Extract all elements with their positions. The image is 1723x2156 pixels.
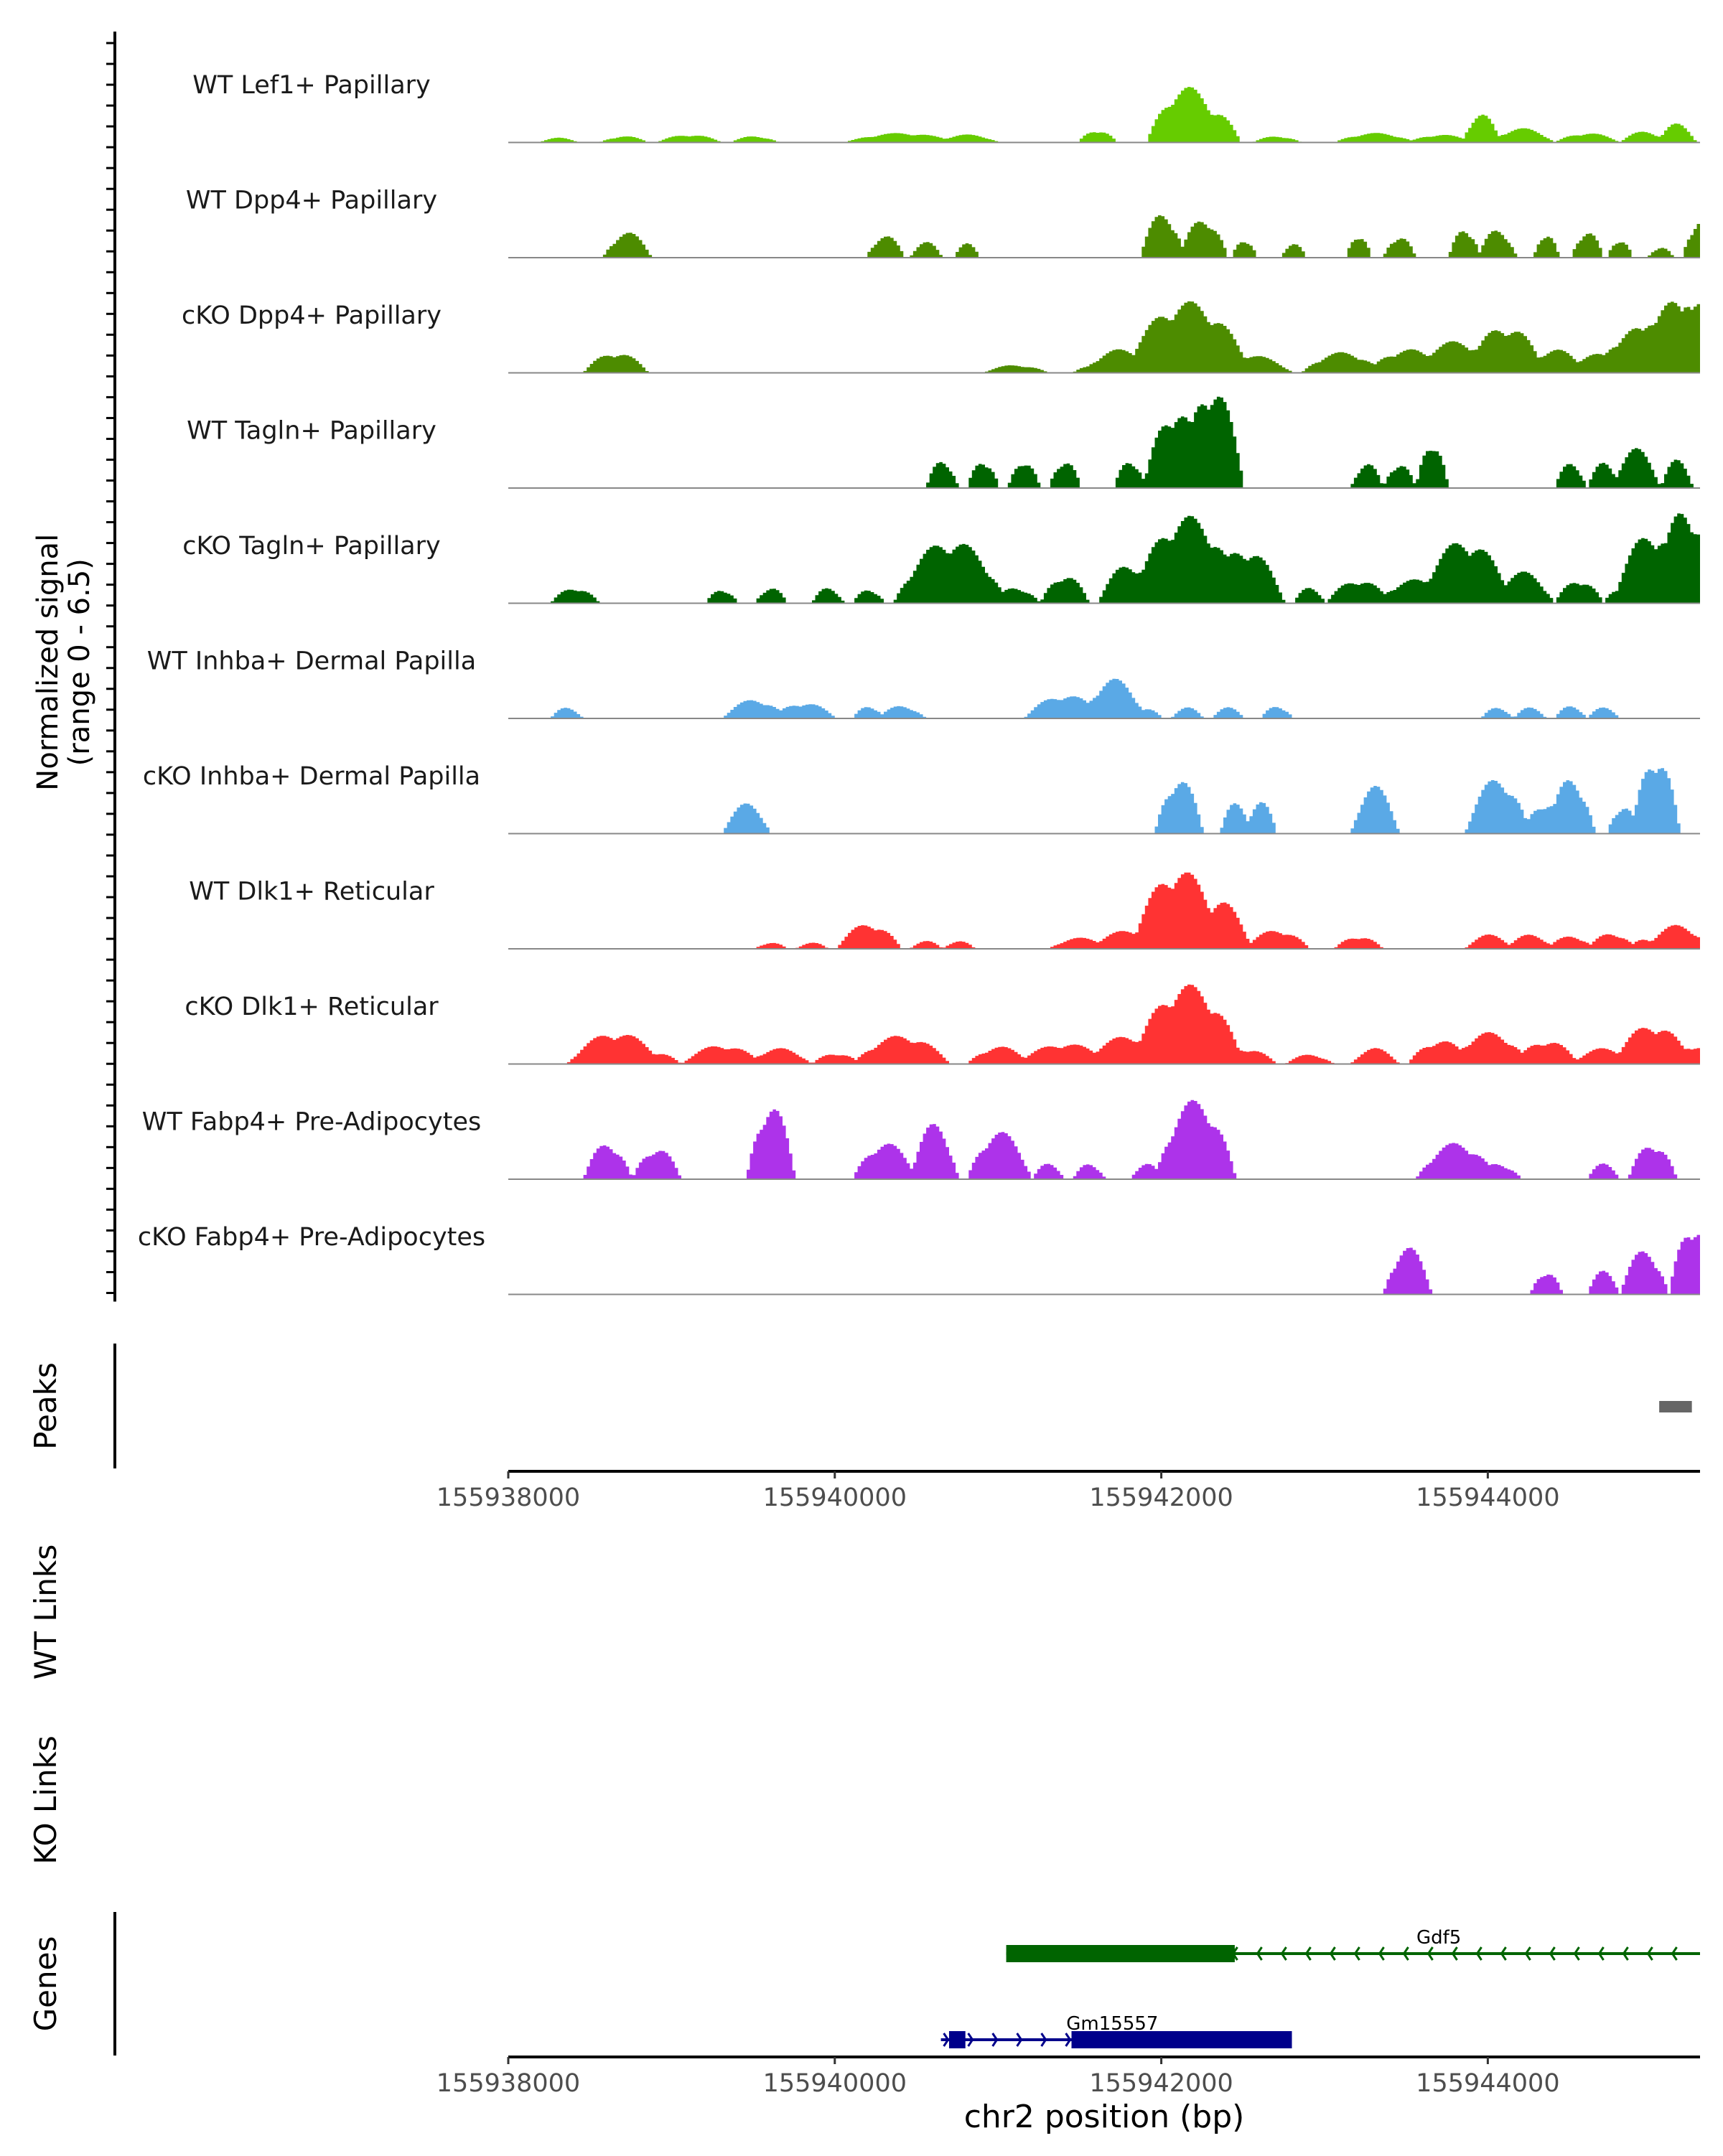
coverage-track: WT Inhba+ Dermal Papilla bbox=[147, 647, 1700, 719]
strand-arrow bbox=[1573, 1946, 1580, 1961]
gene: Gm15557 bbox=[940, 2013, 1292, 2048]
coverage-track: cKO Fabp4+ Pre-Adipocytes bbox=[138, 1223, 1700, 1295]
gene-name-label: Gm15557 bbox=[1066, 2013, 1158, 2035]
coverage-track: WT Fabp4+ Pre-Adipocytes bbox=[142, 1100, 1700, 1180]
coverage-track: cKO Inhba+ Dermal Papilla bbox=[143, 762, 1700, 835]
track-label: cKO Fabp4+ Pre-Adipocytes bbox=[138, 1223, 485, 1252]
strand-arrow bbox=[991, 2033, 999, 2047]
track-label: cKO Tagln+ Papillary bbox=[182, 532, 441, 561]
strand-arrow bbox=[1451, 1946, 1458, 1961]
peaks-x-axis-tick-label: 155944000 bbox=[1416, 1484, 1559, 1512]
wt-links-label: WT Links bbox=[28, 1545, 63, 1679]
coverage-track: WT Lef1+ Papillary bbox=[192, 71, 1700, 144]
coverage-area bbox=[508, 513, 1700, 604]
track-label: WT Tagln+ Papillary bbox=[187, 417, 436, 446]
coverage-area bbox=[508, 678, 1700, 718]
strand-arrow bbox=[1378, 1946, 1385, 1961]
strand-arrow bbox=[1280, 1946, 1287, 1961]
strand-arrow bbox=[1304, 1946, 1312, 1961]
genes-x-axis-tick-label: 155944000 bbox=[1416, 2069, 1559, 2098]
strand-arrow bbox=[1427, 1946, 1434, 1961]
coverage-area bbox=[508, 1100, 1700, 1179]
strand-arrow bbox=[1597, 1946, 1605, 1961]
strand-arrow bbox=[1353, 1946, 1360, 1961]
coverage-area bbox=[508, 215, 1700, 258]
peaks-x-axis-tick-label: 155942000 bbox=[1089, 1484, 1233, 1512]
coverage-area bbox=[508, 872, 1700, 949]
track-label: cKO Dlk1+ Reticular bbox=[185, 993, 439, 1021]
gene-cds-block bbox=[1006, 1945, 1235, 1962]
strand-arrow bbox=[1065, 2033, 1072, 2047]
ko-links-label: KO Links bbox=[28, 1735, 63, 1865]
strand-arrow bbox=[1040, 2033, 1047, 2047]
track-label: WT Lef1+ Papillary bbox=[192, 71, 431, 100]
peaks-track-label: Peaks bbox=[28, 1362, 63, 1450]
coverage-area bbox=[508, 768, 1700, 834]
genes-x-axis-tick-label: 155942000 bbox=[1089, 2069, 1233, 2098]
x-axis-title: chr2 position (bp) bbox=[964, 2099, 1245, 2135]
coverage-track: WT Tagln+ Papillary bbox=[187, 396, 1700, 489]
track-label: WT Fabp4+ Pre-Adipocytes bbox=[142, 1108, 481, 1137]
strand-arrow bbox=[1549, 1946, 1556, 1961]
strand-arrow bbox=[1524, 1946, 1531, 1961]
strand-arrow bbox=[1329, 1946, 1336, 1961]
gene-name-label: Gdf5 bbox=[1416, 1927, 1461, 1949]
coverage-track: WT Dpp4+ Papillary bbox=[186, 187, 1700, 258]
coverage-track: WT Dlk1+ Reticular bbox=[189, 872, 1700, 950]
strand-arrow bbox=[1500, 1946, 1507, 1961]
coverage-track: cKO Dlk1+ Reticular bbox=[185, 984, 1700, 1065]
strand-arrow bbox=[1671, 1946, 1678, 1961]
genes-track-label: Genes bbox=[28, 1936, 63, 2032]
track-label: WT Dpp4+ Papillary bbox=[186, 187, 437, 215]
peak-region bbox=[1659, 1401, 1692, 1412]
peaks-x-axis-tick-label: 155940000 bbox=[763, 1484, 907, 1512]
strand-arrow bbox=[1622, 1946, 1629, 1961]
gene-cds-block bbox=[1071, 2031, 1292, 2048]
gene: Gdf5 bbox=[1006, 1927, 1700, 1962]
strand-arrow bbox=[1016, 2033, 1023, 2047]
strand-arrow bbox=[1475, 1946, 1482, 1961]
coverage-area bbox=[508, 87, 1700, 143]
peaks-x-axis-tick-label: 155938000 bbox=[436, 1484, 580, 1512]
genes-x-axis-tick-label: 155938000 bbox=[436, 2069, 580, 2098]
coverage-y-axis-sublabel: (range 0 - 6.5) bbox=[63, 558, 96, 766]
strand-arrow bbox=[967, 2033, 974, 2047]
coverage-area bbox=[508, 301, 1700, 373]
track-label: cKO Inhba+ Dermal Papilla bbox=[143, 762, 480, 791]
genes-x-axis-tick-label: 155940000 bbox=[763, 2069, 907, 2098]
strand-arrow bbox=[943, 2033, 950, 2047]
coverage-area bbox=[508, 396, 1700, 488]
coverage-track: cKO Tagln+ Papillary bbox=[182, 513, 1700, 604]
coverage-area bbox=[508, 984, 1700, 1064]
gene-exon-block bbox=[948, 2031, 966, 2048]
track-label: WT Dlk1+ Reticular bbox=[189, 878, 434, 906]
strand-arrow bbox=[1256, 1946, 1263, 1961]
coverage-area bbox=[508, 1234, 1700, 1295]
coverage-y-axis-label: Normalized signal bbox=[32, 534, 65, 791]
strand-arrow bbox=[1402, 1946, 1409, 1961]
track-label: WT Inhba+ Dermal Papilla bbox=[147, 647, 476, 676]
track-label: cKO Dpp4+ Papillary bbox=[182, 301, 442, 330]
strand-arrow bbox=[1646, 1946, 1653, 1961]
coverage-track: cKO Dpp4+ Papillary bbox=[182, 301, 1700, 374]
